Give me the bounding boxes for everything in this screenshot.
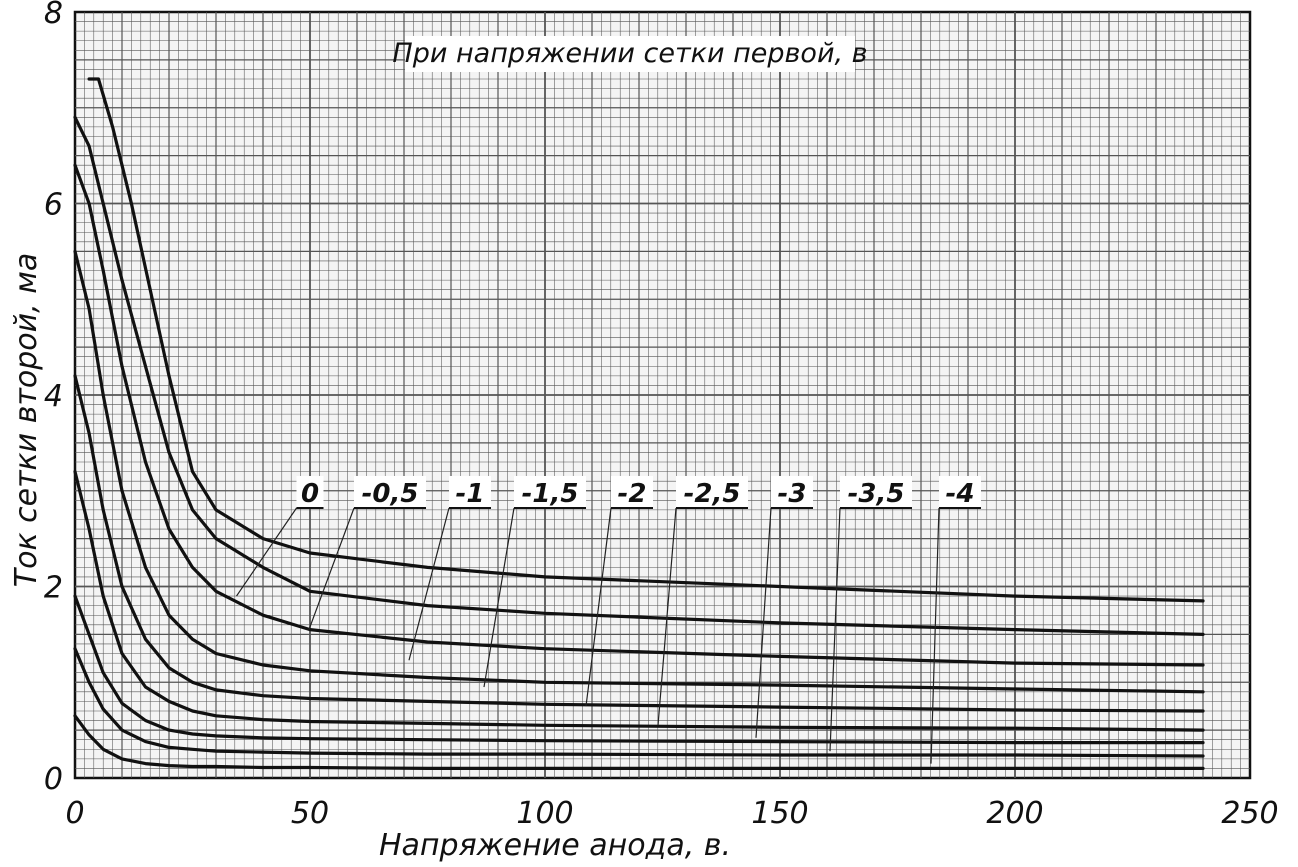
series-line-3 (73, 249, 1205, 694)
x-tick-label: 100 (516, 796, 573, 831)
curve-label-background (354, 476, 426, 508)
curve-label-leader (930, 507, 940, 764)
series-line-5 (73, 470, 1205, 732)
x-tick-label: 50 (291, 796, 329, 831)
curve-label-background (939, 476, 981, 508)
x-tick-label: 250 (1221, 796, 1278, 831)
y-tick-label: 0 (44, 762, 63, 797)
y-tick-label: 4 (44, 379, 63, 414)
y-tick-label: 6 (44, 188, 63, 223)
curve-label: -0,5 (362, 479, 419, 509)
curve-label: -3 (778, 479, 807, 509)
series-line-4 (73, 374, 1205, 713)
x-tick-label: 150 (751, 796, 808, 831)
chart-title: При напряжении сетки первой, в (392, 38, 867, 69)
curve-label-leaders (236, 507, 940, 764)
x-axis-label: Напряжение анода, в. (379, 828, 731, 863)
y-tick-label: 2 (44, 571, 63, 606)
curve-label-leader (657, 507, 677, 726)
curve-label: -1 (456, 479, 485, 509)
series-line-0 (87, 77, 1205, 603)
chart-series (73, 77, 1205, 770)
curve-labels: 0 -0,5 -1 -1,5 -2 -2,5 -3 -3,5 -4 (296, 476, 981, 509)
curve-label: -1,5 (522, 479, 579, 509)
series-line-8 (73, 714, 1205, 770)
curve-label-background (296, 476, 324, 508)
series-line-7 (73, 647, 1205, 758)
chart-title-group: При напряжении сетки первой, в (392, 36, 868, 72)
axis-ticks: 0 50 100 150 200 250 0 2 4 6 8 (44, 0, 1279, 831)
curve-label: -2 (618, 479, 647, 509)
curve-label-leader (236, 507, 297, 597)
curve-label-leader (308, 507, 355, 630)
curve-label-background (676, 476, 748, 508)
series-line-2 (73, 163, 1205, 667)
y-tick-label: 8 (44, 0, 63, 31)
curve-label-leader (585, 507, 612, 707)
y-axis-label: Ток сетки второй, ма (9, 253, 44, 587)
series-line-1 (73, 115, 1205, 636)
curve-label-leader (408, 507, 450, 661)
x-tick-label: 200 (986, 796, 1043, 831)
curve-label: -3,5 (848, 479, 905, 509)
chart-title-background (405, 36, 855, 72)
curve-label-leader (755, 507, 772, 738)
curve-label: -4 (946, 479, 975, 509)
curve-label-leader (483, 507, 515, 688)
curve-label-background (611, 476, 653, 508)
curve-label-background (514, 476, 586, 508)
curve-label: -2,5 (684, 479, 741, 509)
curve-label: 0 (301, 479, 319, 509)
series-line-6 (73, 594, 1205, 745)
curve-label-background (449, 476, 491, 508)
curve-label-background (840, 476, 912, 508)
curve-label-background (771, 476, 813, 508)
x-tick-label: 0 (65, 796, 84, 831)
curve-label-leader (829, 507, 841, 752)
